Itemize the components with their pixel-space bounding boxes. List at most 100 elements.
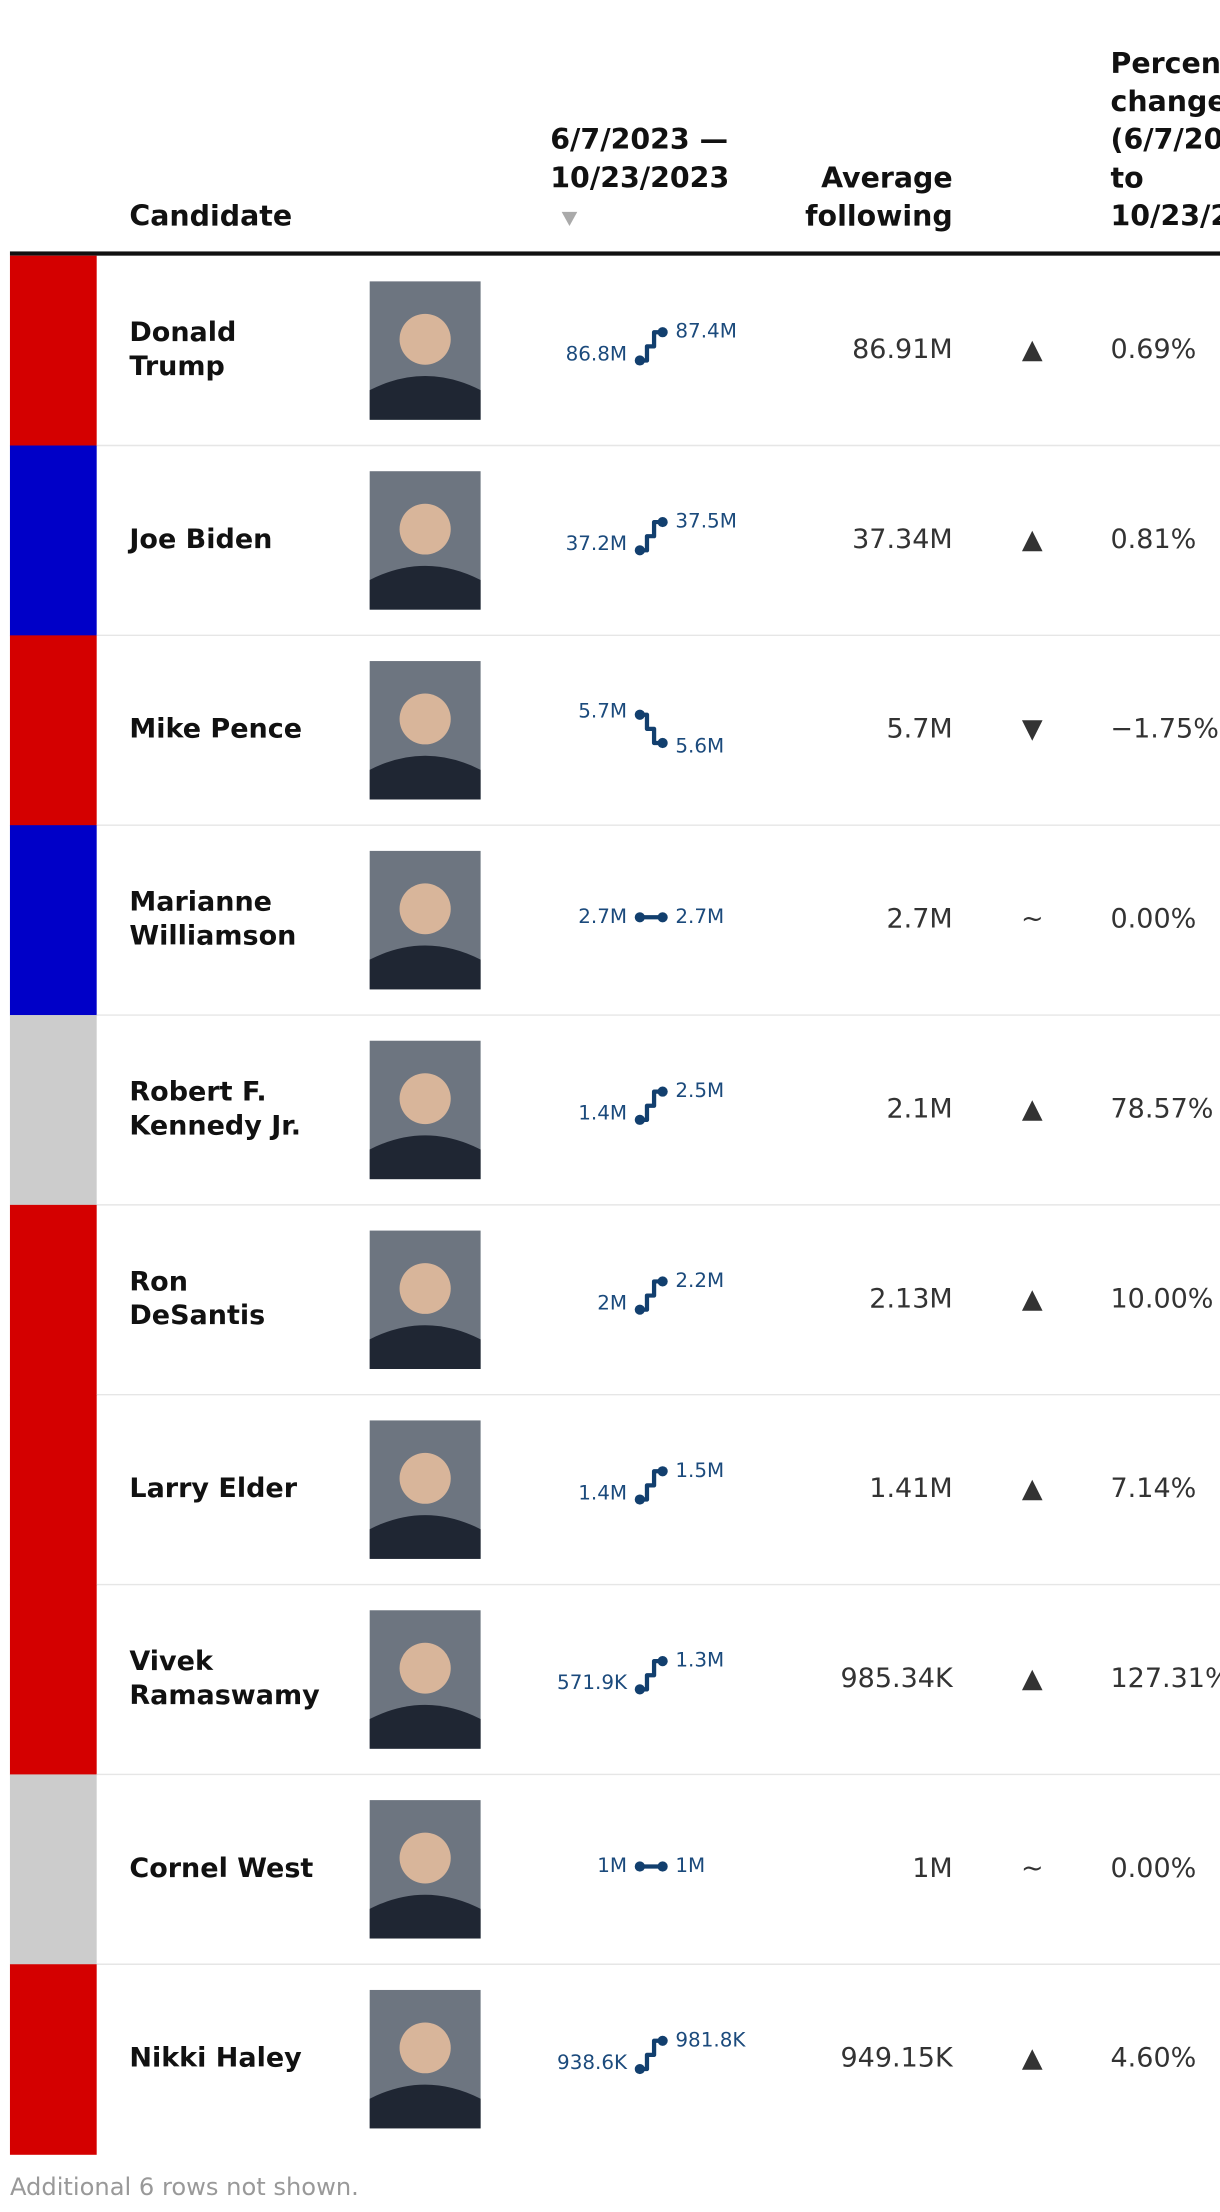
spark-end-label: 2.5M	[675, 1079, 724, 1102]
photo-body	[369, 376, 481, 420]
spark-end	[657, 1086, 668, 1097]
average-following: 949.15K	[841, 2043, 955, 2074]
candidate-name: Marianne	[129, 887, 272, 918]
photo-body	[369, 1515, 481, 1559]
percent-change: −1.75%	[1111, 714, 1219, 745]
party-color	[9, 1774, 97, 1965]
photo-head	[399, 313, 451, 365]
spark-start	[634, 912, 645, 923]
spark-start	[634, 709, 645, 720]
candidate-name: Nikki Haley	[129, 2043, 302, 2074]
percent-change: 0.69%	[1111, 334, 1197, 365]
spark-start	[634, 1684, 645, 1695]
spark-start-label: 37.2M	[566, 532, 627, 555]
percent-change: 0.00%	[1111, 904, 1197, 935]
photo-body	[369, 1894, 481, 1939]
sparkline	[639, 519, 663, 553]
spark-end-label: 5.6M	[675, 735, 724, 758]
photo-body	[369, 1135, 481, 1180]
sparkline	[639, 2038, 663, 2072]
spark-start	[634, 545, 645, 556]
candidate-name: Mike Pence	[129, 714, 302, 745]
party-color	[9, 1204, 97, 1396]
photo-head	[399, 1263, 451, 1314]
candidate-name: Ron	[129, 1266, 188, 1297]
candidate-name: Ramaswamy	[129, 1680, 320, 1711]
percent-change: 78.57%	[1111, 1094, 1214, 1125]
spark-end	[657, 737, 668, 749]
header-period: 10/23/2023	[550, 161, 729, 194]
sparkline	[639, 712, 663, 746]
spark-end	[657, 1466, 668, 1477]
header-percent: change	[1111, 85, 1220, 118]
photo-body	[369, 945, 481, 990]
header-rule	[9, 251, 1220, 256]
footer-note: Additional 6 rows not shown.	[10, 2173, 359, 2201]
party-color	[9, 445, 97, 637]
trend-icon: ~	[1021, 904, 1044, 935]
percent-change: 10.00%	[1111, 1283, 1214, 1314]
spark-start-label: 2M	[597, 1292, 627, 1315]
candidate-name: Vivek	[129, 1646, 214, 1677]
sparkline	[639, 1279, 663, 1312]
party-color	[9, 1015, 97, 1206]
spark-start	[634, 355, 645, 366]
sort-arrow[interactable]	[561, 211, 578, 227]
trend-icon: ▲	[1022, 2043, 1043, 2074]
header-percent: Percent	[1111, 47, 1220, 80]
header-percent: 10/23/2023)	[1111, 200, 1220, 233]
party-color	[9, 1964, 97, 2155]
average-following: 1M	[912, 1853, 952, 1884]
photo-body	[369, 2084, 481, 2129]
trend-icon: ▲	[1022, 1473, 1043, 1504]
spark-end-label: 2.2M	[675, 1269, 724, 1292]
header-average: Average	[821, 161, 953, 194]
candidate-name: DeSantis	[129, 1300, 265, 1331]
party-color	[9, 825, 97, 1016]
percent-change: 0.81%	[1111, 524, 1197, 555]
candidate-name: Cornel West	[129, 1853, 313, 1884]
sparkline	[639, 1659, 663, 1692]
photo-body	[369, 755, 481, 800]
average-following: 2.1M	[886, 1094, 952, 1125]
photo-head	[399, 1642, 451, 1694]
photo-head	[399, 1073, 451, 1125]
trend-icon: ▲	[1022, 334, 1043, 365]
average-following: 5.7M	[886, 714, 952, 745]
photo-body	[369, 1704, 481, 1749]
spark-end	[657, 1656, 668, 1667]
spark-end	[657, 1861, 668, 1872]
spark-end-label: 981.8K	[675, 2028, 746, 2051]
header-average: following	[805, 200, 952, 233]
photo-body	[369, 565, 481, 610]
trend-icon: ▲	[1022, 1663, 1043, 1694]
percent-change: 4.60%	[1111, 2043, 1197, 2074]
photo-head	[399, 883, 451, 935]
photo-head	[399, 1832, 451, 1884]
photo-head	[399, 2022, 451, 2074]
spark-start-label: 5.7M	[578, 699, 627, 722]
party-color	[9, 1394, 97, 1586]
trend-icon: ~	[1021, 1853, 1044, 1884]
average-following: 2.7M	[886, 904, 952, 935]
percent-change: 7.14%	[1111, 1473, 1197, 1504]
spark-end-label: 2.7M	[675, 905, 724, 928]
candidate-name: Robert F.	[129, 1077, 266, 1108]
photo-head	[399, 1452, 451, 1504]
spark-end-label: 1.5M	[675, 1459, 724, 1482]
spark-end	[657, 912, 668, 923]
spark-start-label: 1.4M	[578, 1102, 627, 1125]
spark-end-label: 87.4M	[675, 320, 736, 343]
candidate-name: Trump	[129, 351, 224, 382]
candidate-name: Williamson	[129, 921, 296, 952]
photo-body	[369, 1325, 481, 1370]
spark-start-label: 1.4M	[578, 1481, 627, 1504]
average-following: 37.34M	[852, 524, 953, 555]
percent-change: 127.31%	[1111, 1663, 1220, 1694]
photo-head	[399, 693, 451, 745]
average-following: 985.34K	[841, 1663, 955, 1694]
spark-end-label: 1M	[675, 1854, 705, 1877]
candidate-name: Kennedy Jr.	[129, 1110, 301, 1141]
candidate-name: Joe Biden	[127, 524, 272, 555]
